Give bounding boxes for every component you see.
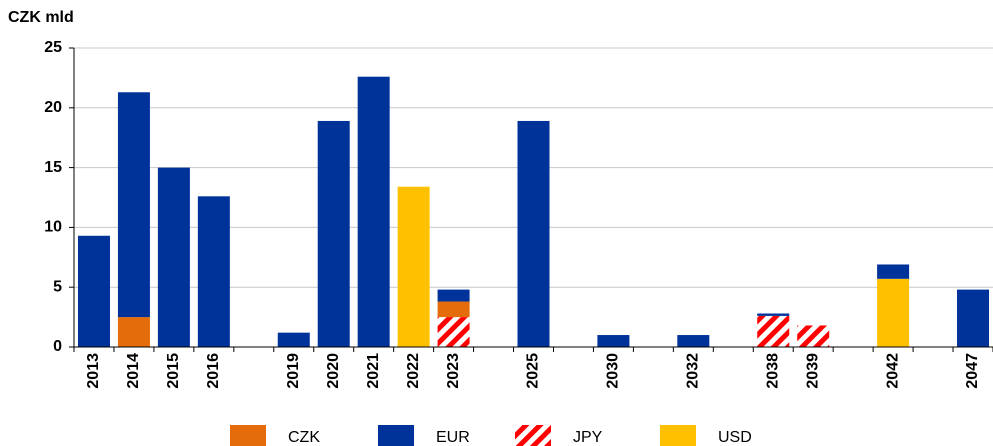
- bar-segment: [77, 235, 110, 347]
- x-tick-label: 2025: [525, 353, 542, 389]
- y-axis-label: CZK mld: [8, 9, 74, 26]
- bar-segment: [437, 289, 470, 302]
- y-tick-label: 20: [44, 99, 62, 116]
- legend-swatch: [515, 425, 551, 446]
- bar-segment: [437, 301, 470, 318]
- y-tick-label: 25: [44, 39, 62, 56]
- bar-segment: [277, 332, 310, 347]
- bar-segment: [357, 76, 390, 347]
- bar-segment: [757, 313, 790, 316]
- legend-label: JPY: [573, 429, 603, 446]
- legend-swatch: [660, 425, 696, 446]
- x-tick-label: 2013: [85, 353, 102, 389]
- bar-segment: [797, 325, 830, 347]
- x-tick-label: 2021: [365, 353, 382, 389]
- bar-segment: [757, 315, 790, 347]
- x-tick-label: 2016: [205, 353, 222, 389]
- x-tick-label: 2032: [685, 353, 702, 389]
- y-tick-label: 15: [44, 159, 62, 176]
- bar-segment: [677, 335, 710, 347]
- bar-segment: [877, 278, 910, 347]
- bar-segment: [117, 92, 150, 318]
- x-tick-label: 2042: [884, 353, 901, 389]
- x-tick-label: 2022: [405, 353, 422, 389]
- bar-segment: [437, 317, 470, 347]
- bar-segment: [157, 167, 190, 347]
- legend-swatch: [230, 425, 266, 446]
- x-tick-label: 2020: [325, 353, 342, 389]
- bar-segment: [117, 317, 150, 347]
- legend-swatch: [378, 425, 414, 446]
- x-tick-label: 2014: [125, 353, 142, 389]
- x-tick-label: 2019: [285, 353, 302, 389]
- bar-segment: [517, 120, 550, 348]
- x-tick-label: 2015: [165, 353, 182, 389]
- bar-segment: [597, 335, 630, 347]
- y-tick-label: 0: [53, 338, 62, 355]
- x-tick-label: 2038: [764, 353, 781, 389]
- y-tick-label: 10: [44, 219, 62, 236]
- x-tick-label: 2023: [445, 353, 462, 389]
- legend-label: CZK: [288, 429, 320, 446]
- x-tick-label: 2047: [964, 353, 981, 389]
- legend-label: EUR: [436, 429, 470, 446]
- bar-segment: [317, 120, 350, 348]
- legend-label: USD: [718, 429, 752, 446]
- x-tick-label: 2030: [605, 353, 622, 389]
- bar-segment: [397, 186, 430, 347]
- bar-segment: [957, 289, 990, 347]
- bar-segment: [197, 196, 230, 347]
- x-tick-label: 2039: [804, 353, 821, 389]
- y-tick-label: 5: [53, 278, 62, 295]
- bar-segment: [877, 264, 910, 279]
